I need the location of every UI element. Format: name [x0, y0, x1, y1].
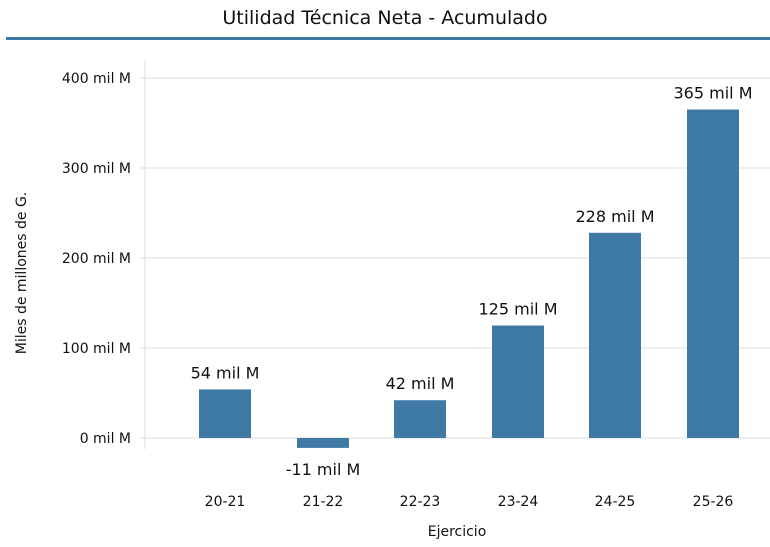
y-tick-label: 400 mil M	[62, 71, 131, 87]
y-tick-label: 100 mil M	[62, 341, 131, 357]
y-tick-label: 200 mil M	[62, 251, 131, 267]
y-tick-label: 300 mil M	[62, 161, 131, 177]
data-label: 42 mil M	[386, 374, 455, 393]
bar-23-24	[492, 325, 544, 438]
title-rule	[6, 37, 770, 40]
x-tick-label: 24-25	[595, 494, 636, 510]
data-label: 54 mil M	[191, 363, 260, 382]
x-tick-label: 25-26	[693, 494, 734, 510]
data-label: 228 mil M	[576, 207, 655, 226]
bar-20-21	[199, 389, 251, 438]
y-axis-label: Miles de millones de G.	[14, 192, 30, 355]
x-axis-label: Ejercicio	[428, 524, 487, 540]
x-tick-label: 21-22	[303, 494, 344, 510]
bar-21-22	[297, 438, 349, 448]
x-tick-label: 23-24	[498, 494, 539, 510]
x-tick-label: 22-23	[400, 494, 441, 510]
chart-title: Utilidad Técnica Neta - Acumulado	[222, 7, 548, 29]
x-tick-label: 20-21	[205, 494, 246, 510]
bar-24-25	[589, 232, 641, 438]
y-tick-label: 0 mil M	[80, 431, 131, 447]
data-label: 125 mil M	[479, 300, 558, 319]
data-label: 365 mil M	[674, 84, 753, 103]
data-label: -11 mil M	[286, 460, 361, 479]
bar-25-26	[687, 109, 739, 438]
bar-22-23	[394, 400, 446, 438]
